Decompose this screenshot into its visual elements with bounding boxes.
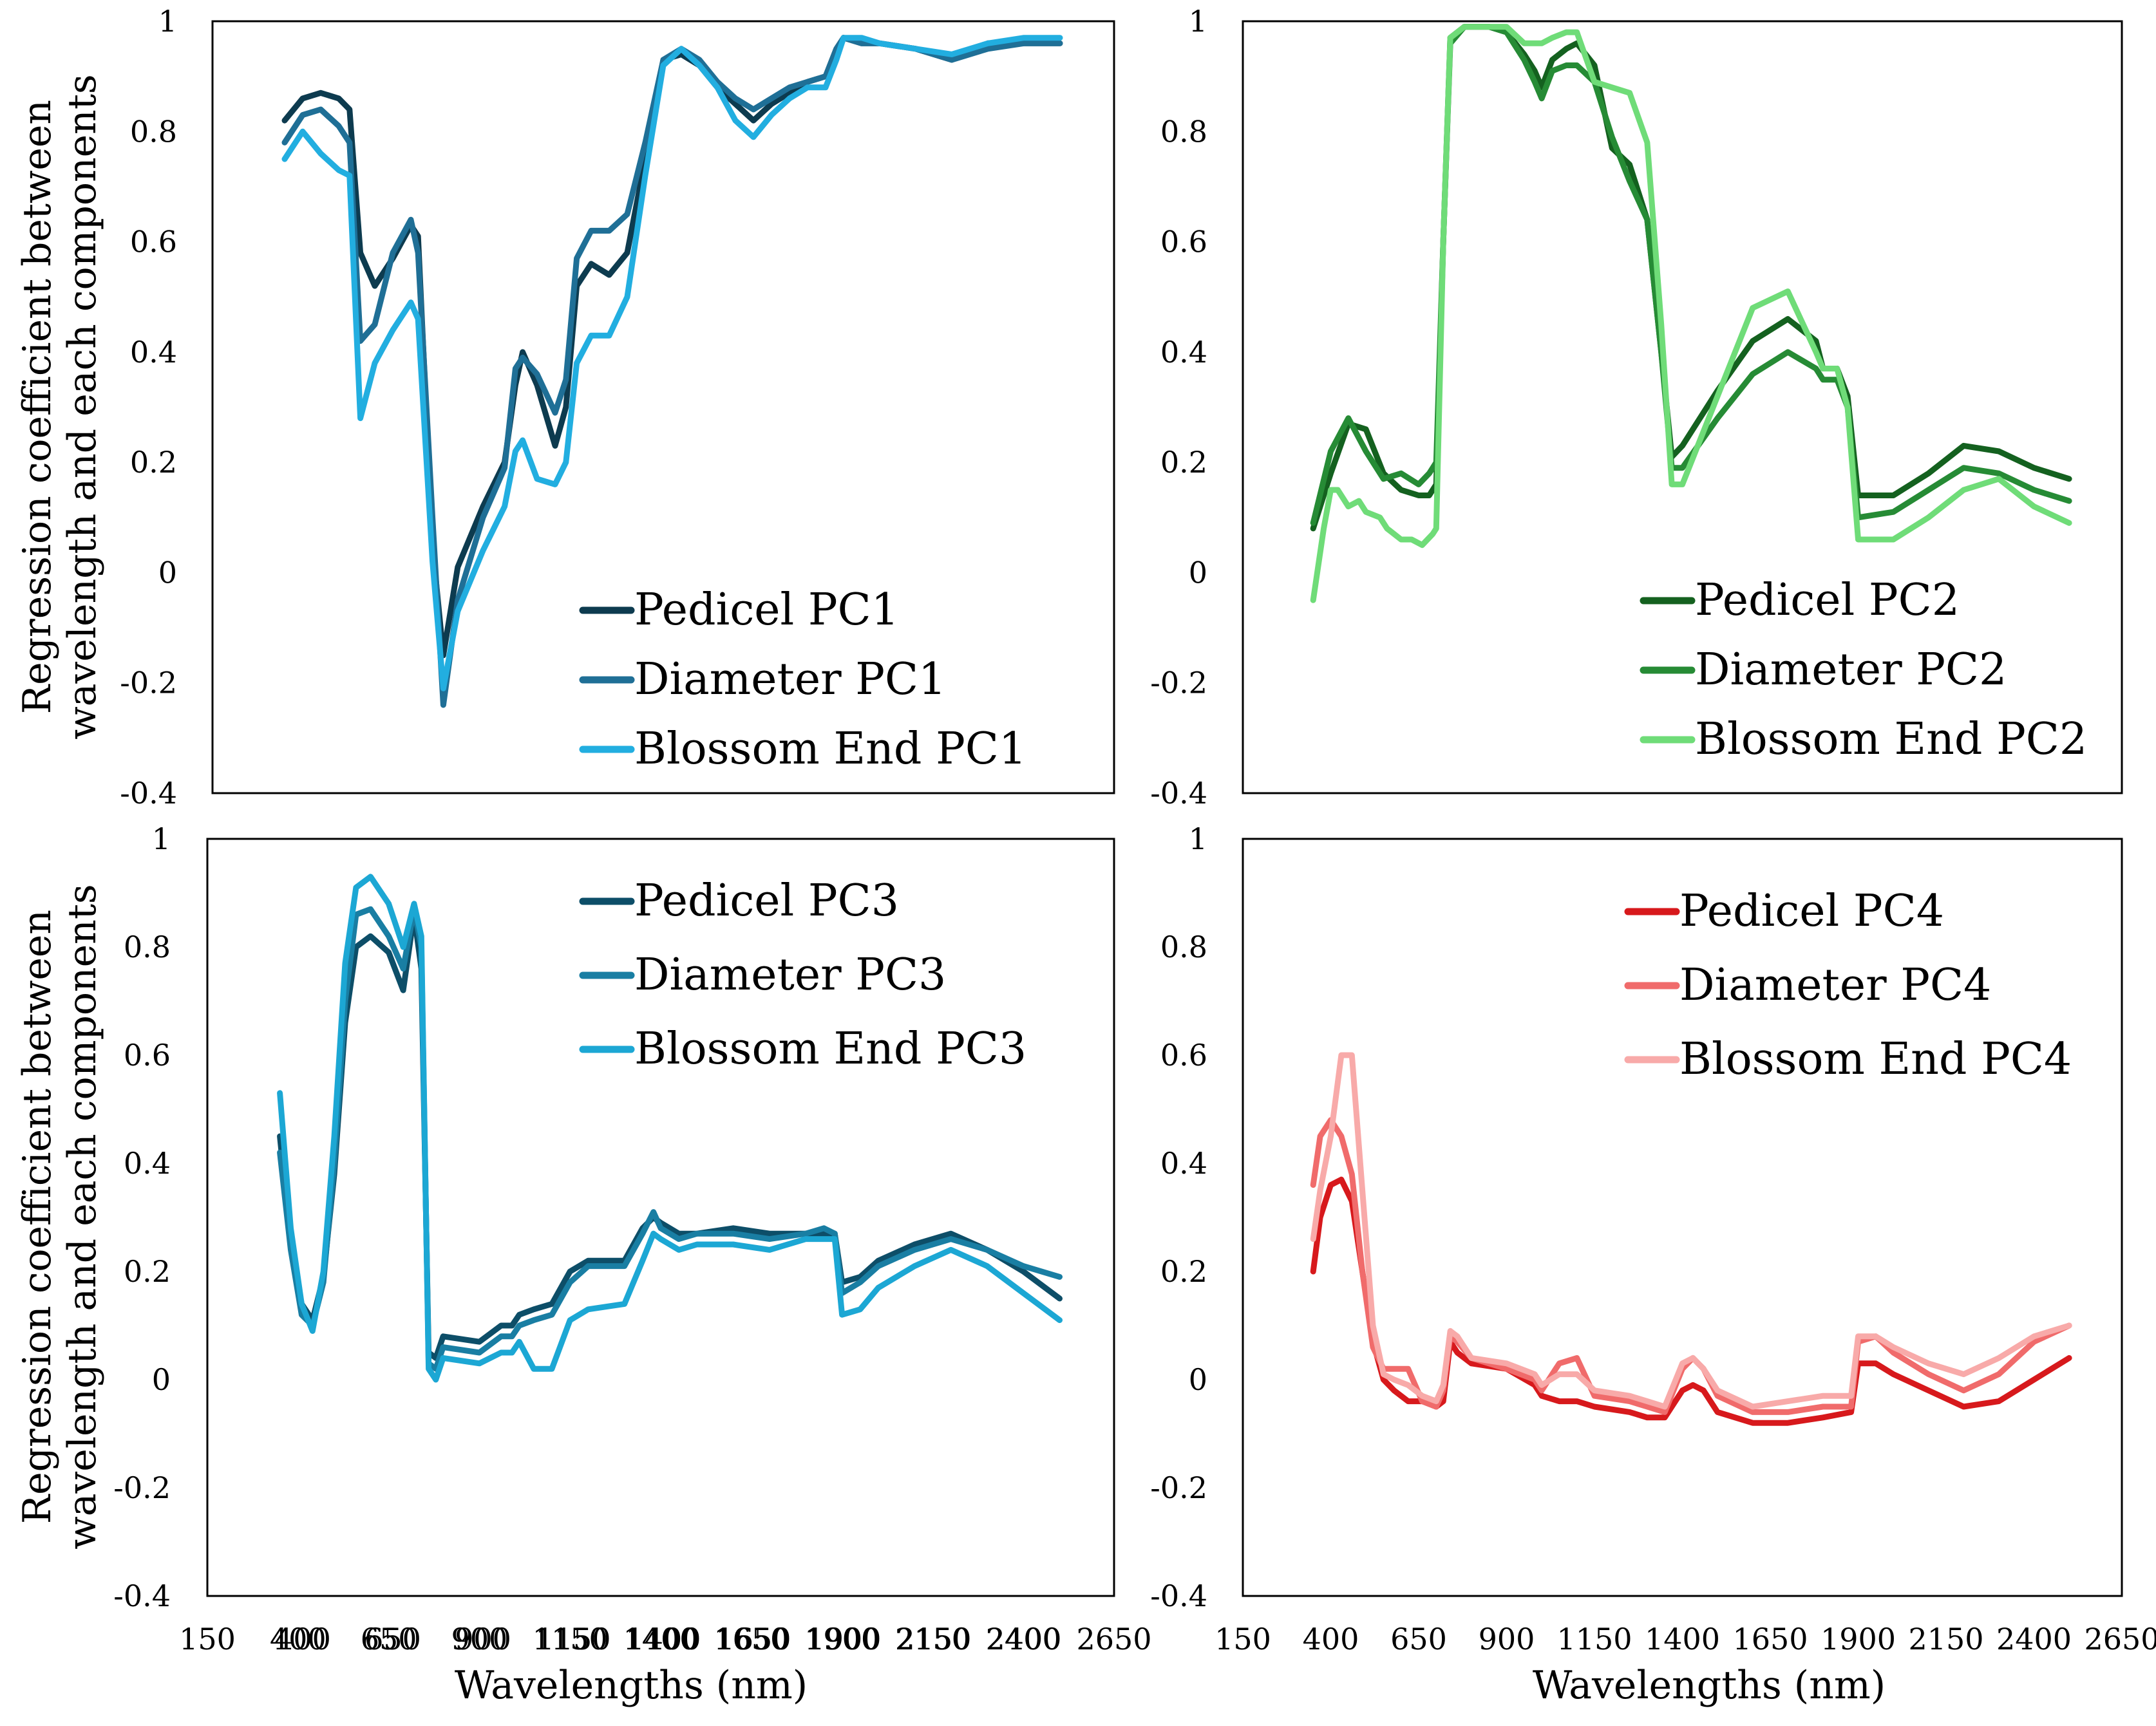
y-tick-label: 0.2 xyxy=(1160,445,1207,480)
y-tick-label: -0.2 xyxy=(113,1470,171,1505)
y-tick-label: 0.2 xyxy=(130,445,177,480)
x-tick-label: 650 xyxy=(364,1622,421,1656)
x-tick-label: 900 xyxy=(455,1622,511,1656)
x-tick-label: 400 xyxy=(1303,1622,1359,1656)
legend-label: Diameter PC4 xyxy=(1679,960,1991,1011)
legend-label: Blossom End PC3 xyxy=(634,1024,1026,1074)
legend-label: Pedicel PC4 xyxy=(1679,886,1944,937)
y-tick-label: 0.2 xyxy=(1160,1254,1207,1289)
x-tick-label: 650 xyxy=(361,1622,417,1656)
x-tick-label: 900 xyxy=(1479,1622,1535,1656)
y-axis-title-top-line1: Regression coefficient between xyxy=(15,100,60,714)
x-tick-label: 2650 xyxy=(1076,1622,1151,1656)
y-tick-label: 0.6 xyxy=(1160,225,1207,259)
x-tick-label: 1150 xyxy=(533,1622,608,1656)
y-tick-label: 1 xyxy=(1189,4,1207,39)
y-tick-label: -0.2 xyxy=(1150,666,1207,700)
y-tick-label: 0.4 xyxy=(1160,335,1207,370)
x-tick-label: 1900 xyxy=(806,1622,881,1656)
legend-label: Blossom End PC4 xyxy=(1679,1034,2072,1085)
legend-label: Diameter PC2 xyxy=(1695,644,2007,695)
plot-frame xyxy=(206,838,1115,1597)
y-tick-label: 0.4 xyxy=(1160,1146,1207,1181)
y-tick-label: 0.6 xyxy=(1160,1038,1207,1073)
y-tick-label: 0 xyxy=(1189,1362,1207,1397)
plot-frame xyxy=(1242,838,2123,1597)
y-axis-title-bottom-line2: wavelength and each components xyxy=(60,884,105,1549)
x-tick-label: 1150 xyxy=(535,1622,610,1656)
x-tick-label: 1650 xyxy=(715,1622,791,1656)
x-tick-label: 2400 xyxy=(1996,1622,2072,1656)
y-axis-title-top-line2: wavelength and each components xyxy=(60,74,105,739)
y-tick-label: 0.6 xyxy=(130,225,177,259)
legend-label: Diameter PC3 xyxy=(634,950,946,1000)
x-tick-label: 2150 xyxy=(896,1622,971,1656)
legend-label: Pedicel PC3 xyxy=(634,876,899,926)
x-tick-label: 1400 xyxy=(1645,1622,1720,1656)
x-axis-title-left: Wavelengths (nm) xyxy=(455,1663,808,1708)
x-tick-label: 150 xyxy=(179,1622,236,1656)
x-tick-label: 2650 xyxy=(2084,1622,2156,1656)
x-tick-label: 400 xyxy=(274,1622,331,1656)
legend-label: Blossom End PC2 xyxy=(1695,714,2087,765)
x-tick-label: 150 xyxy=(1215,1622,1271,1656)
x-axis-title-right: Wavelengths (nm) xyxy=(1533,1663,1886,1708)
legend-label: Pedicel PC1 xyxy=(634,585,899,635)
y-tick-label: 0.2 xyxy=(124,1254,171,1289)
x-tick-label: 1150 xyxy=(1556,1622,1632,1656)
legend-label: Blossom End PC1 xyxy=(634,724,1026,774)
y-tick-label: 0.8 xyxy=(130,114,177,149)
y-tick-label: 0 xyxy=(1189,555,1207,590)
x-tick-label: 1650 xyxy=(714,1622,789,1656)
y-tick-label: -0.4 xyxy=(113,1579,171,1613)
y-tick-label: -0.4 xyxy=(1150,776,1207,811)
y-tick-label: 0.4 xyxy=(130,335,177,370)
y-tick-label: 0.4 xyxy=(124,1146,171,1181)
y-tick-label: 1 xyxy=(158,4,177,39)
series-line-blossom-end-pc3 xyxy=(277,874,1063,1383)
chart-panel-top-right: -0.4 -0.2 0 0.2 0.4 0.6 0.8 1 Pedicel PC2 Diamete… xyxy=(1150,4,2123,811)
y-tick-label: 0.8 xyxy=(1160,930,1207,964)
x-tick-label: 1400 xyxy=(623,1622,698,1656)
y-tick-label: -0.4 xyxy=(1150,1579,1207,1613)
series-line-blossom-end-pc4 xyxy=(1310,1052,2072,1410)
y-tick-label: 1 xyxy=(152,821,171,856)
x-tick-label: 1650 xyxy=(1732,1622,1808,1656)
y-tick-label: -0.2 xyxy=(1150,1470,1207,1505)
x-tick-label: 2150 xyxy=(1908,1622,1983,1656)
x-tick-label: 400 xyxy=(270,1622,326,1656)
y-tick-label: -0.4 xyxy=(120,776,177,811)
x-tick-label: 2150 xyxy=(895,1622,970,1656)
series-line-blossom-end-pc2 xyxy=(1310,24,2072,603)
x-tick-label: 2400 xyxy=(986,1622,1061,1656)
y-tick-label: 0.8 xyxy=(124,930,171,964)
plot-frame xyxy=(211,20,1115,794)
x-tick-label: 900 xyxy=(451,1622,507,1656)
y-axis-title-bottom-line1: Regression coefficient between xyxy=(15,910,60,1524)
y-tick-label: 0 xyxy=(152,1362,171,1397)
y-tick-label: -0.2 xyxy=(120,666,177,700)
legend-label: Diameter PC1 xyxy=(634,654,946,705)
y-tick-label: 0.6 xyxy=(124,1038,171,1073)
series-line-blossom-end-pc1 xyxy=(281,35,1063,691)
x-tick-label: 2400 xyxy=(986,1622,1061,1656)
legend-label: Pedicel PC2 xyxy=(1695,575,1960,626)
x-tick-label: 1900 xyxy=(804,1622,880,1656)
y-tick-label: 0.8 xyxy=(1160,114,1207,149)
y-tick-label: 1 xyxy=(1189,821,1207,856)
y-tick-label: 0 xyxy=(158,555,177,590)
x-tick-label: 1400 xyxy=(625,1622,701,1656)
plot-frame xyxy=(1242,20,2123,794)
x-tick-label: 650 xyxy=(1390,1622,1447,1656)
x-tick-label: 1900 xyxy=(1820,1622,1896,1656)
